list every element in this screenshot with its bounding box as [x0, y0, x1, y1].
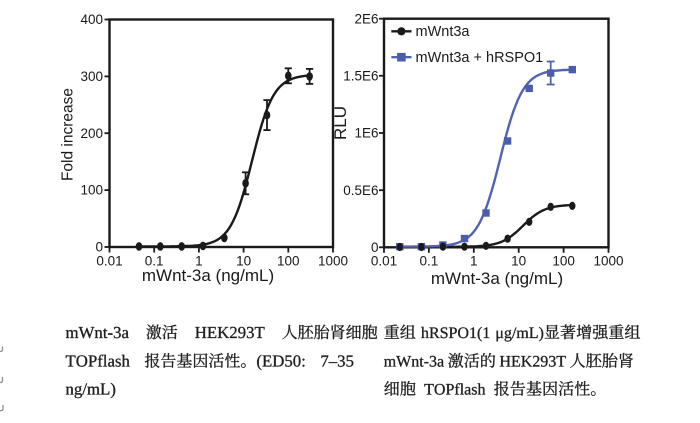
- svg-text:100: 100: [80, 183, 103, 198]
- svg-text:100: 100: [552, 254, 575, 269]
- svg-text:100: 100: [277, 254, 300, 269]
- svg-text:1000: 1000: [593, 254, 623, 269]
- svg-text:Fold increase: Fold increase: [60, 88, 77, 181]
- svg-text:2E6: 2E6: [354, 11, 378, 26]
- svg-text:200: 200: [80, 126, 103, 141]
- svg-text:1.5E6: 1.5E6: [343, 68, 378, 83]
- svg-text:1E6: 1E6: [354, 126, 378, 141]
- svg-text:mWnt3a + hRSPO1: mWnt3a + hRSPO1: [416, 50, 544, 66]
- svg-text:0: 0: [371, 240, 379, 255]
- svg-text:400: 400: [80, 12, 103, 27]
- svg-text:10: 10: [236, 254, 251, 269]
- svg-text:0.01: 0.01: [371, 254, 397, 269]
- svg-text:0.5E6: 0.5E6: [343, 183, 378, 198]
- svg-text:1: 1: [195, 254, 203, 269]
- svg-text:mWnt-3a (ng/mL): mWnt-3a (ng/mL): [431, 269, 563, 288]
- svg-text:0.1: 0.1: [145, 254, 164, 269]
- svg-text:1000: 1000: [318, 254, 348, 269]
- svg-text:0.01: 0.01: [96, 254, 122, 269]
- svg-text:mWnt-3a (ng/mL): mWnt-3a (ng/mL): [142, 266, 274, 285]
- svg-text:0: 0: [95, 240, 103, 255]
- svg-text:RLU: RLU: [331, 106, 350, 140]
- svg-text:10: 10: [511, 254, 526, 269]
- svg-text:1: 1: [470, 254, 478, 269]
- svg-text:0.1: 0.1: [420, 254, 439, 269]
- svg-text:mWnt3a: mWnt3a: [416, 24, 471, 40]
- svg-text:300: 300: [80, 69, 103, 84]
